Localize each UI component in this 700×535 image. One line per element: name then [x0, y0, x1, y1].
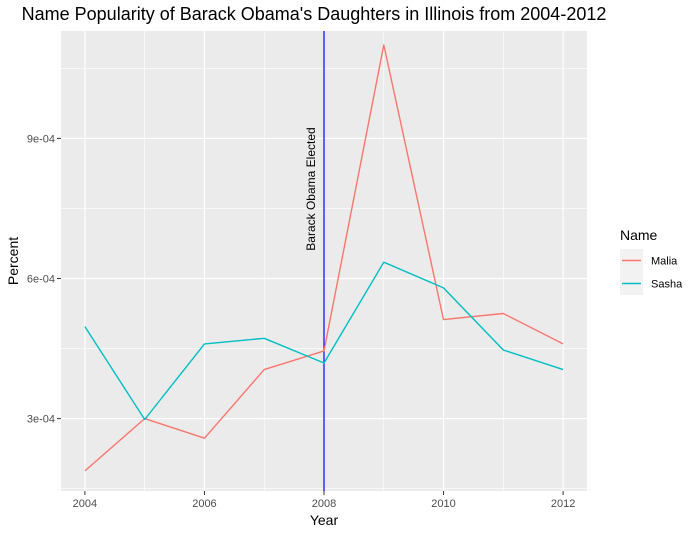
legend: Name Malia Sasha [620, 227, 683, 295]
y-tick-label: 9e-04 [27, 133, 55, 145]
legend-title: Name [620, 227, 658, 243]
x-tick-label: 2004 [73, 498, 97, 510]
y-tick-label: 3e-04 [27, 414, 55, 426]
x-tick-label: 2008 [312, 498, 336, 510]
election-annotation-label: Barack Obama Elected [304, 127, 318, 250]
legend-label-sasha: Sasha [651, 279, 683, 291]
chart-title: Name Popularity of Barack Obama's Daught… [22, 4, 607, 24]
y-axis-title: Percent [5, 237, 21, 285]
x-axis: 2004 2006 2008 2010 2012 [73, 491, 575, 510]
x-tick-label: 2006 [192, 498, 216, 510]
series-line-malia [84, 44, 564, 472]
annotation-layer: Barack Obama Elected [304, 31, 325, 491]
y-tick-label: 6e-04 [27, 274, 55, 286]
series-layer [84, 44, 564, 472]
y-axis: 3e-04 6e-04 9e-04 [27, 133, 61, 426]
x-tick-label: 2010 [431, 498, 455, 510]
legend-label-malia: Malia [651, 256, 678, 268]
series-line-sasha [84, 261, 564, 421]
x-axis-title: Year [310, 512, 339, 528]
x-tick-label: 2012 [551, 498, 575, 510]
legend-items: Malia Sasha [620, 249, 683, 295]
